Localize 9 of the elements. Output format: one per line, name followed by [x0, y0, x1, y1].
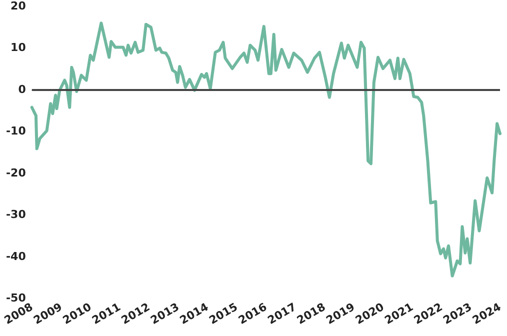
y-tick-label: -20: [6, 166, 26, 180]
y-tick-label: 20: [10, 0, 26, 12]
y-tick-label: 0: [18, 82, 26, 96]
y-tick-label: -40: [6, 250, 26, 263]
y-tick-label: -10: [6, 124, 26, 138]
y-tick-label: 10: [10, 41, 26, 54]
line-series: [30, 22, 502, 278]
y-tick-label: -50: [6, 292, 26, 304]
y-tick-label: -30: [6, 208, 26, 222]
